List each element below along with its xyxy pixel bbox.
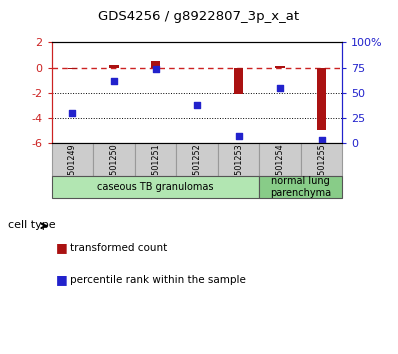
Point xyxy=(235,133,242,138)
Bar xyxy=(234,68,243,94)
Bar xyxy=(301,143,342,176)
Text: normal lung
parenchyma: normal lung parenchyma xyxy=(270,176,332,198)
Text: GDS4256 / g8922807_3p_x_at: GDS4256 / g8922807_3p_x_at xyxy=(98,10,300,23)
Text: GSM501253: GSM501253 xyxy=(234,144,243,192)
Text: ■: ■ xyxy=(56,273,68,286)
Text: cell type: cell type xyxy=(8,220,56,230)
Bar xyxy=(259,143,301,176)
Point xyxy=(318,137,325,142)
Bar xyxy=(68,68,77,69)
Bar xyxy=(52,176,259,198)
Bar xyxy=(135,143,176,176)
Point xyxy=(111,78,117,83)
Bar xyxy=(109,65,119,68)
Point xyxy=(194,102,200,107)
Point xyxy=(152,66,159,72)
Text: caseous TB granulomas: caseous TB granulomas xyxy=(97,182,214,192)
Point xyxy=(69,110,76,115)
Point xyxy=(277,85,283,90)
Text: GSM501251: GSM501251 xyxy=(151,144,160,192)
Bar xyxy=(259,176,342,198)
Bar xyxy=(52,143,93,176)
Bar xyxy=(275,66,285,68)
Text: GSM501252: GSM501252 xyxy=(193,144,201,192)
Bar xyxy=(93,143,135,176)
Text: GSM501249: GSM501249 xyxy=(68,144,77,192)
Text: GSM501254: GSM501254 xyxy=(275,144,285,192)
Text: transformed count: transformed count xyxy=(70,243,167,253)
Text: GSM501255: GSM501255 xyxy=(317,144,326,192)
Text: ■: ■ xyxy=(56,241,68,254)
Bar xyxy=(317,68,326,130)
Bar xyxy=(218,143,259,176)
Text: GSM501250: GSM501250 xyxy=(109,144,119,192)
Text: percentile rank within the sample: percentile rank within the sample xyxy=(70,275,246,285)
Bar xyxy=(151,61,160,68)
Bar xyxy=(176,143,218,176)
